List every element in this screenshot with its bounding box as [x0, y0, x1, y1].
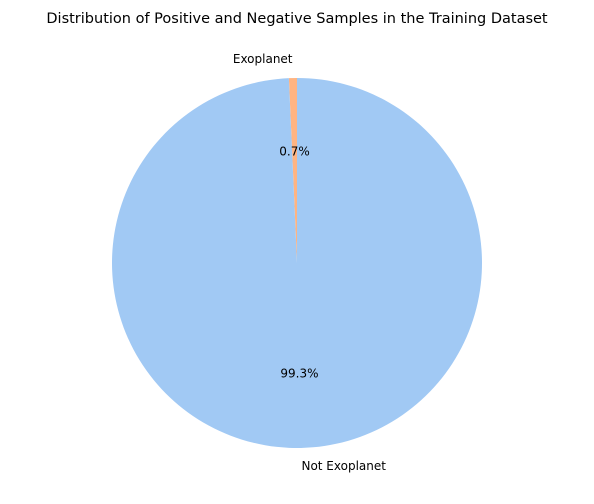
pie-slice-not-exoplanet	[112, 78, 483, 448]
pie-slices	[112, 78, 483, 448]
slice-label-not-exoplanet: Not Exoplanet	[301, 459, 386, 473]
pie-slice-exoplanet	[288, 78, 297, 263]
pct-label-not-exoplanet: 99.3%	[280, 366, 318, 380]
pie-labels: Exoplanet 0.7% Not Exoplanet 99.3%	[233, 52, 386, 473]
chart-title: Distribution of Positive and Negative Sa…	[46, 11, 548, 27]
slice-label-exoplanet: Exoplanet	[233, 52, 293, 66]
pct-label-exoplanet: 0.7%	[279, 145, 310, 159]
